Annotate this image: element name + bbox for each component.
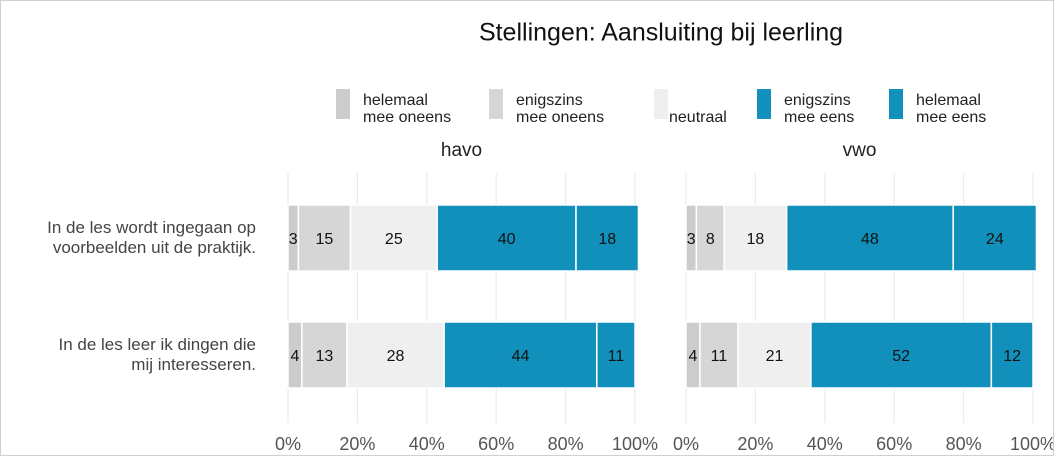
data-label: 4 bbox=[688, 348, 697, 365]
category-label: In de les wordt ingegaan op voorbeelden … bbox=[47, 218, 256, 257]
legend-label: helemaal mee oneens bbox=[363, 92, 452, 126]
x-tick-label: 100% bbox=[612, 434, 658, 454]
x-tick-label: 0% bbox=[673, 434, 699, 454]
facet-label: havo bbox=[441, 140, 482, 161]
x-tick-label: 20% bbox=[339, 434, 375, 454]
bar-segment bbox=[346, 321, 445, 389]
data-label: 21 bbox=[766, 348, 784, 365]
data-label: 40 bbox=[498, 231, 516, 248]
x-tick-label: 100% bbox=[1010, 434, 1053, 454]
bar-segment bbox=[810, 321, 993, 389]
legend-swatch bbox=[654, 89, 668, 119]
legend-swatch bbox=[336, 89, 350, 119]
bar-segment bbox=[952, 204, 1038, 272]
legend-swatch bbox=[889, 89, 903, 119]
data-label: 52 bbox=[892, 348, 910, 365]
bar-segment bbox=[990, 321, 1034, 389]
x-tick-label: 80% bbox=[946, 434, 982, 454]
legend-label: neutraal bbox=[669, 109, 727, 126]
bar-segment bbox=[575, 204, 640, 272]
bar-segment bbox=[737, 321, 812, 389]
data-label: 12 bbox=[1003, 348, 1021, 365]
x-tick-label: 40% bbox=[409, 434, 445, 454]
bar-segment bbox=[596, 321, 636, 389]
bar-segment bbox=[699, 321, 739, 389]
bar-segment bbox=[297, 204, 352, 272]
x-tick-label: 60% bbox=[478, 434, 514, 454]
data-label: 11 bbox=[711, 348, 728, 365]
data-label: 4 bbox=[290, 348, 299, 365]
data-label: 48 bbox=[861, 231, 879, 248]
x-tick-label: 20% bbox=[737, 434, 773, 454]
data-label: 18 bbox=[598, 231, 616, 248]
data-label: 3 bbox=[687, 231, 696, 248]
x-tick-label: 80% bbox=[548, 434, 584, 454]
data-label: 18 bbox=[747, 231, 765, 248]
data-label: 15 bbox=[316, 231, 334, 248]
data-label: 24 bbox=[986, 231, 1004, 248]
data-label: 13 bbox=[316, 348, 334, 365]
legend-label: helemaal mee eens bbox=[916, 92, 987, 126]
bar-segment bbox=[349, 204, 438, 272]
legend-swatch bbox=[489, 89, 503, 119]
category-label: In de les leer ik dingen die mij interes… bbox=[58, 335, 256, 374]
chart-title: Stellingen: Aansluiting bij leerling bbox=[479, 19, 843, 47]
data-label: 11 bbox=[608, 348, 625, 365]
x-tick-label: 60% bbox=[876, 434, 912, 454]
data-label: 25 bbox=[385, 231, 403, 248]
data-label: 8 bbox=[706, 231, 715, 248]
legend-swatch bbox=[757, 89, 771, 119]
bar-segment bbox=[301, 321, 348, 389]
bar-segment bbox=[443, 321, 598, 389]
data-label: 44 bbox=[512, 348, 530, 365]
x-tick-label: 40% bbox=[807, 434, 843, 454]
bar-segment bbox=[723, 204, 788, 272]
legend-label: enigszins mee oneens bbox=[516, 92, 605, 126]
facet-label: vwo bbox=[843, 140, 877, 161]
x-tick-label: 0% bbox=[275, 434, 301, 454]
data-label: 3 bbox=[289, 231, 298, 248]
data-label: 28 bbox=[387, 348, 405, 365]
legend-label: enigszins mee eens bbox=[784, 92, 855, 126]
